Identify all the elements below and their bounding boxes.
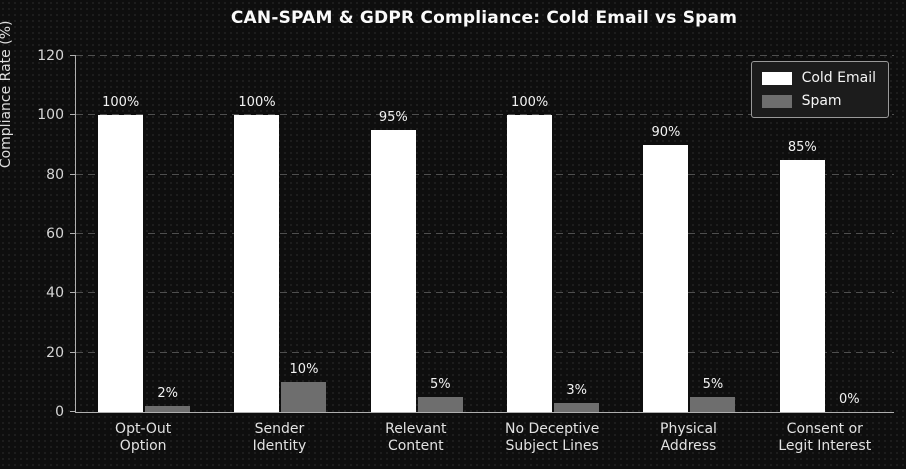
bar-group: 100% 3%	[485, 56, 621, 412]
x-tick-label: No Deceptive Subject Lines	[504, 421, 600, 454]
y-tick-mark	[70, 352, 76, 353]
spam-bar: 5%	[690, 377, 736, 412]
gridline	[76, 114, 894, 115]
y-tick-label: 80	[46, 167, 64, 183]
legend-label: Spam	[801, 93, 842, 109]
spam-bar: 10%	[281, 362, 327, 412]
spam-bar: 2%	[145, 386, 191, 412]
x-tick-label: Relevant Content	[385, 421, 447, 454]
y-tick-mark	[70, 55, 76, 56]
bar-value-label: 0%	[838, 392, 860, 407]
x-axis-labels: Opt-Out Option Sender Identity Relevant Conte…	[75, 421, 893, 455]
cold-email-bar: 85%	[779, 140, 825, 412]
bar-value-label: 85%	[787, 140, 817, 155]
y-tick-label: 40	[46, 285, 64, 301]
legend-label: Cold Email	[801, 70, 876, 86]
bar-group: 100% 2%	[76, 56, 212, 412]
bar-value-label: 10%	[289, 362, 319, 377]
x-tick-label: Physical Address	[660, 421, 717, 454]
cold-email-bar: 90%	[643, 125, 689, 412]
y-tick-label: 120	[37, 48, 64, 64]
bar-value-label: 100%	[102, 95, 140, 110]
y-tick-label: 20	[46, 345, 64, 361]
x-tick-label: Consent or Legit Interest	[778, 421, 872, 454]
bar-group: 90% 5%	[621, 56, 757, 412]
bar-value-label: 5%	[430, 377, 451, 392]
legend-item-spam: Spam	[761, 93, 876, 109]
bar-value-label: 100%	[238, 95, 276, 110]
bar-value-label: 2%	[157, 386, 178, 401]
y-tick-label: 60	[46, 226, 64, 242]
cold-email-bar: 100%	[507, 95, 553, 412]
y-tick-mark	[70, 292, 76, 293]
y-tick-label: 0	[55, 404, 64, 420]
plot-area: 0 20 40 60 80 100 120 100% 2% 100% 10% 95% 5% 100% 3%…	[37, 49, 894, 419]
gridline	[76, 233, 894, 234]
spam-swatch-icon	[761, 94, 792, 108]
y-axis-label: Compliance Rate (%)	[0, 20, 14, 169]
y-tick-label: 100	[37, 107, 64, 123]
bar-value-label: 3%	[566, 383, 587, 398]
bar-value-label: 95%	[378, 110, 408, 125]
bars-layer: 100% 2% 100% 10% 95% 5% 100% 3% 90% 5% 85% 0%	[76, 56, 894, 412]
y-tick-mark	[70, 233, 76, 234]
x-tick-label: Opt-Out Option	[115, 421, 172, 454]
spam-bar: 5%	[417, 377, 463, 412]
gridline	[76, 292, 894, 293]
x-tick-label: Sender Identity	[252, 421, 307, 454]
gridline	[76, 352, 894, 353]
bar-value-label: 90%	[651, 125, 681, 140]
bar-group: 85% 0%	[758, 56, 894, 412]
legend-item-cold-email: Cold Email	[761, 70, 876, 86]
cold-email-bar: 95%	[370, 110, 416, 412]
legend: Cold Email Spam	[750, 61, 889, 118]
y-tick-mark	[70, 411, 76, 412]
bar-group: 95% 5%	[349, 56, 485, 412]
bar-value-label: 100%	[511, 95, 549, 110]
y-tick-mark	[70, 114, 76, 115]
chart-title: CAN-SPAM & GDPR Compliance: Cold Email v…	[230, 8, 738, 28]
spam-bar: 3%	[554, 383, 600, 412]
bar-value-label: 5%	[702, 377, 724, 392]
y-tick-mark	[70, 174, 76, 175]
cold-email-bar: 100%	[98, 95, 144, 412]
cold-email-swatch-icon	[761, 71, 792, 85]
gridline	[76, 174, 894, 175]
bar-group: 100% 10%	[212, 56, 348, 412]
cold-email-bar: 100%	[234, 95, 280, 412]
gridline	[76, 55, 894, 56]
